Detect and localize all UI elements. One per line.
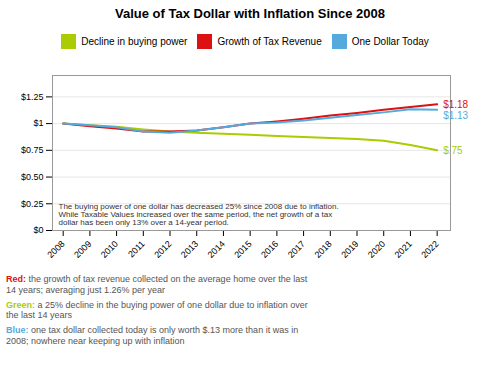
svg-text:2015: 2015 (232, 239, 253, 260)
svg-text:2014: 2014 (206, 239, 227, 260)
svg-text:$0.25: $0.25 (21, 199, 44, 209)
html-text:Blue: one tax dollar collected: Blue: one tax dollar collected today is … (6, 325, 299, 346)
html-text:Growth of Tax Revenue: Growth of Tax Revenue (217, 36, 322, 47)
svg-text:$.75: $.75 (443, 145, 463, 156)
html-text:Decline in buying power: Decline in buying power (81, 36, 188, 47)
svg-text:2008: 2008 (45, 239, 66, 260)
html-text:One Dollar Today: One Dollar Today (351, 36, 429, 47)
svg-text:$0: $0 (33, 225, 43, 235)
svg-text:2011: 2011 (126, 239, 147, 260)
svg-text:2012: 2012 (152, 239, 173, 260)
html-text:Red: the growth of tax revenue: Red: the growth of tax revenue collected… (6, 274, 308, 295)
svg-text:2022: 2022 (419, 239, 440, 260)
svg-text:2020: 2020 (366, 239, 387, 260)
svg-text:2017: 2017 (286, 239, 307, 260)
svg-text:2016: 2016 (259, 239, 280, 260)
svg-text:The buying power of one dollar: The buying power of one dollar has decre… (59, 202, 339, 227)
svg-text:$1.25: $1.25 (21, 92, 44, 102)
svg-text:2019: 2019 (339, 239, 360, 260)
html-text:Green: a 25% decline in the bu: Green: a 25% decline in the buying power… (6, 299, 308, 321)
svg-text:2013: 2013 (179, 239, 200, 260)
svg-text:2009: 2009 (72, 239, 93, 260)
svg-text:2010: 2010 (99, 239, 120, 260)
svg-text:$1: $1 (33, 118, 43, 128)
svg-text:$0.50: $0.50 (21, 172, 44, 182)
svg-text:$1.18: $1.18 (443, 99, 468, 110)
svg-text:$0.75: $0.75 (21, 145, 44, 155)
svg-text:2021: 2021 (393, 239, 414, 260)
html-text:Value of Tax Dollar with Infla: Value of Tax Dollar with Inflation Since… (115, 6, 385, 21)
svg-text:$1.13: $1.13 (443, 110, 468, 121)
svg-text:2018: 2018 (313, 239, 334, 260)
